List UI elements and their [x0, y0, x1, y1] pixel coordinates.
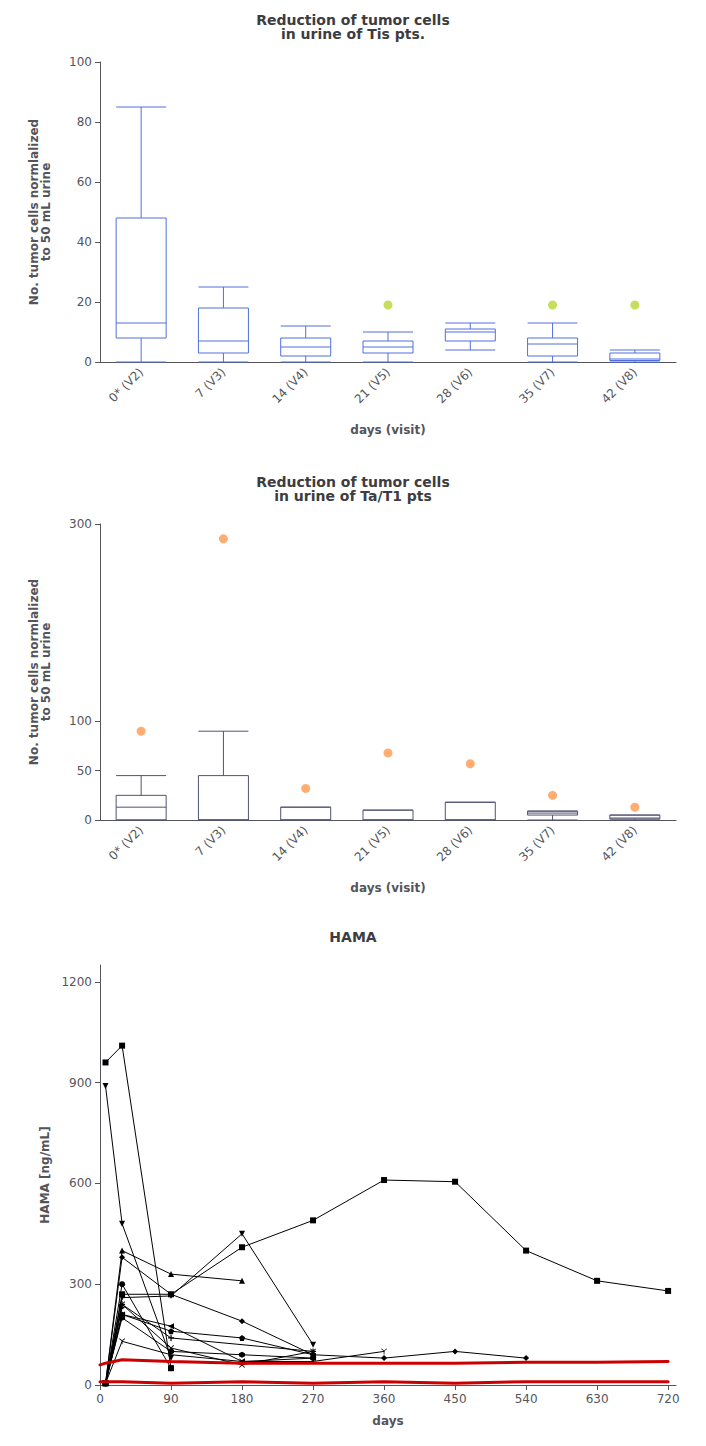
svg-text:40: 40	[77, 235, 92, 249]
svg-text:14 (V4): 14 (V4)	[269, 365, 310, 406]
svg-text:100: 100	[69, 55, 92, 69]
svg-text:720: 720	[657, 1392, 680, 1406]
svg-text:270: 270	[302, 1392, 325, 1406]
svg-text:0: 0	[96, 1392, 104, 1406]
svg-text:HAMA [ng/mL]: HAMA [ng/mL]	[38, 1126, 52, 1223]
svg-text:days (visit): days (visit)	[350, 881, 425, 895]
svg-text:0: 0	[84, 355, 92, 369]
svg-text:28 (V6): 28 (V6)	[434, 823, 475, 864]
svg-text:in urine of Ta/T1 pts: in urine of Ta/T1 pts	[274, 488, 432, 504]
svg-text:90: 90	[163, 1392, 178, 1406]
svg-text:300: 300	[69, 1277, 92, 1291]
svg-text:80: 80	[77, 115, 92, 129]
svg-text:No. tumor cells normlalized: No. tumor cells normlalized	[27, 118, 41, 306]
svg-text:900: 900	[69, 1076, 92, 1090]
svg-text:300: 300	[69, 517, 92, 531]
svg-text:600: 600	[69, 1176, 92, 1190]
svg-text:0: 0	[84, 1378, 92, 1392]
svg-text:42 (V8): 42 (V8)	[599, 823, 640, 864]
svg-text:21 (V5): 21 (V5)	[352, 365, 393, 406]
svg-text:Reduction of tumor cells: Reduction of tumor cells	[256, 474, 450, 490]
svg-text:21 (V5): 21 (V5)	[352, 823, 393, 864]
svg-text:to 50 mL urine: to 50 mL urine	[39, 163, 53, 262]
svg-text:50: 50	[77, 764, 92, 778]
svg-text:1200: 1200	[61, 975, 92, 989]
svg-text:35 (V7): 35 (V7)	[516, 823, 557, 864]
svg-text:14 (V4): 14 (V4)	[269, 823, 310, 864]
svg-text:35 (V7): 35 (V7)	[516, 365, 557, 406]
svg-text:No. tumor cells normlalized: No. tumor cells normlalized	[27, 578, 41, 766]
svg-text:450: 450	[444, 1392, 467, 1406]
svg-text:in urine of Tis pts.: in urine of Tis pts.	[281, 26, 425, 42]
svg-text:0* (V2): 0* (V2)	[106, 823, 146, 863]
svg-text:days: days	[372, 1414, 403, 1428]
svg-text:42 (V8): 42 (V8)	[599, 365, 640, 406]
svg-text:20: 20	[77, 295, 92, 309]
svg-text:7 (V3): 7 (V3)	[193, 365, 229, 401]
svg-text:28 (V6): 28 (V6)	[434, 365, 475, 406]
svg-text:360: 360	[373, 1392, 396, 1406]
svg-text:180: 180	[231, 1392, 254, 1406]
svg-text:60: 60	[77, 175, 92, 189]
svg-text:100: 100	[69, 714, 92, 728]
svg-text:540: 540	[515, 1392, 538, 1406]
svg-text:0* (V2): 0* (V2)	[106, 365, 146, 405]
svg-text:HAMA: HAMA	[329, 929, 376, 945]
svg-text:Reduction of tumor cells: Reduction of tumor cells	[256, 12, 450, 28]
svg-text:630: 630	[586, 1392, 609, 1406]
svg-text:days (visit): days (visit)	[350, 423, 425, 437]
svg-text:0: 0	[84, 813, 92, 827]
svg-text:7 (V3): 7 (V3)	[193, 823, 229, 859]
svg-text:to 50 mL urine: to 50 mL urine	[39, 623, 53, 722]
